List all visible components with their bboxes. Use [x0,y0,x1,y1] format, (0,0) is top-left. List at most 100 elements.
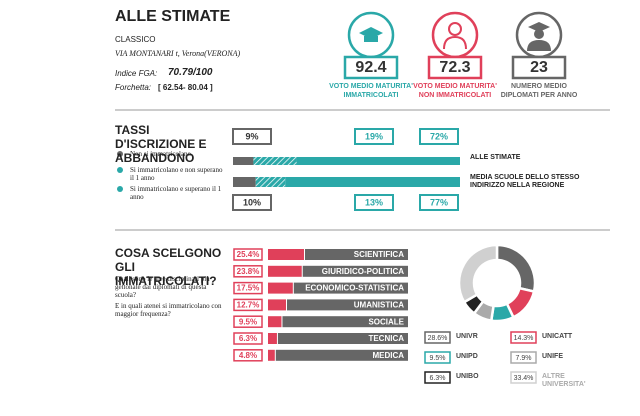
legend-dot [117,186,123,192]
value-label: 9.5% [239,317,257,326]
legend-dot [117,151,123,157]
legend-label: Si immatricolano e non superano il 1 ann… [130,166,223,183]
legend-label: Si immatricolano e superano il 1 anno [130,185,222,202]
legend-box [510,331,537,344]
bar [268,349,275,361]
bar [268,333,277,344]
bar-segment [253,157,297,165]
fga-value: 70.79/100 [168,67,213,78]
value-label: 72% [430,131,448,141]
question: E in quali atenei si immatricolano con m… [115,302,222,319]
kpi-value: 92.4 [355,59,386,76]
kpi-label: NUMERO MEDIO [511,83,568,90]
legend-box [510,371,537,384]
bar-segment [233,157,254,165]
legend-label: Non si immatricolano [130,150,192,158]
category-label: MEDICA [372,351,404,360]
legend-label: UNICATT [542,333,573,340]
value-label: 19% [365,131,383,141]
value-label: 17.5% [237,284,260,293]
section-title: COSA SCELGONO GLI IMMATRICOLATI? [115,246,222,288]
legend-box [510,351,537,364]
kpi-box [343,55,399,80]
kpi-box [511,55,567,80]
legend-value: 14.3% [514,335,534,342]
value-box [233,349,263,362]
value-box [233,315,263,328]
kpi-value: 72.3 [439,59,470,76]
title: ALLE STIMATE [115,8,231,25]
value-box [419,128,459,145]
bar [268,316,282,328]
donut-slice [495,243,537,294]
icon-cap [359,27,383,42]
bar-track [293,282,408,294]
value-box [233,281,263,295]
range-value: [ 62.54- 80.04 ] [158,83,213,92]
bar-segment [285,177,460,187]
bar-track [287,299,408,311]
value-label: 23.8% [237,267,260,276]
value-label: 77% [430,197,448,207]
legend-label: UNIPD [456,353,478,360]
category-label: ALLE STIMATE [470,154,521,161]
icon-person [443,22,467,50]
bar-track [277,333,408,344]
value-label: 13% [365,197,383,207]
kpi-label: DIPLOMATI PER ANNO [501,92,578,99]
bar-segment [296,157,460,165]
value-box [232,194,272,211]
value-box [233,332,263,345]
category-label: MEDIA SCUOLE DELLO STESSO INDIRIZZO NELL… [470,174,580,190]
bar-track [275,349,408,361]
legend-box [424,331,451,344]
bar-track [282,316,408,328]
section-title: TASSI D'ISCRIZIONE E ABBANDONO [115,123,207,165]
legend-label: UNIFE [542,353,563,360]
bar [268,299,286,311]
category-label: ECONOMICO-STATISTICA [305,284,404,293]
value-box [232,128,272,145]
kpi-box [427,55,483,80]
value-box [354,194,394,211]
icon-graduate [527,22,551,51]
kpi-label: VOTO MEDIO MATURITA' [413,83,497,90]
value-label: 12.7% [237,301,260,310]
category-label: SCIENTIFICA [354,250,404,259]
bar-track [302,265,408,277]
kpi-label: VOTO MEDIO MATURITA' [329,83,413,90]
kpi-label: IMMATRICOLATI [344,92,399,99]
category-label: TECNICA [368,334,404,343]
value-box [233,248,263,261]
legend-value: 6.3% [430,375,446,382]
bar-track [305,249,408,260]
legend-label: UNIBO [456,373,479,380]
value-box [233,298,263,312]
value-label: 9% [245,131,258,141]
value-label: 4.8% [239,351,257,360]
category-label: GIURIDICO-POLITICA [322,267,404,276]
kpi-value: 23 [530,59,548,76]
donut-slice [457,243,499,304]
category-label: UMANISTICA [354,301,404,310]
bar-segment [255,177,286,187]
legend-value: 7.9% [516,355,532,362]
school-type: CLASSICO [115,35,156,44]
bar [268,282,293,294]
address: VIA MONTANARI t, Verona(VERONA) [115,49,241,58]
legend-value: 33.4% [514,375,534,382]
value-box [419,194,459,211]
value-label: 6.3% [239,334,257,343]
legend-label: ALTRE UNIVERSITA' [542,373,586,389]
question: Quali sono le aree disciplinari più gett… [115,275,210,300]
legend-value: 9.5% [430,355,446,362]
category-label: SOCIALE [368,317,404,326]
legend-box [424,371,451,384]
value-label: 25.4% [237,250,260,259]
value-box [354,128,394,145]
legend-dot [117,167,123,173]
value-label: 10% [243,197,261,207]
range-label: Forchetta: [115,83,152,92]
legend-box [424,351,451,364]
